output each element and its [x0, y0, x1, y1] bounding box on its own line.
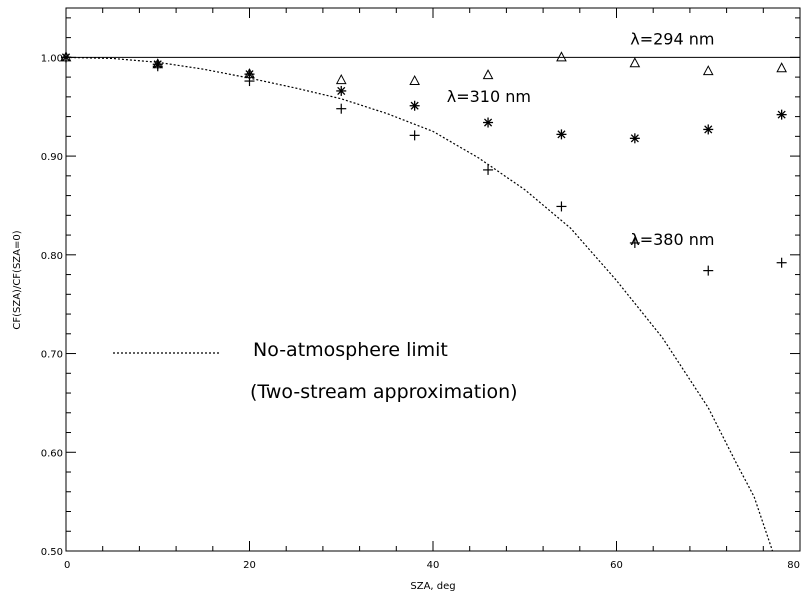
data-point-380 — [152, 61, 163, 72]
annotations: λ=294 nm λ=310 nm λ=380 nm — [447, 30, 715, 249]
legend-label: No-atmosphere limit — [253, 339, 448, 361]
y-tick-label: 0.80 — [41, 251, 63, 262]
data-point-380 — [409, 130, 420, 141]
data-point-294 — [776, 62, 787, 73]
data-point-294 — [335, 74, 347, 85]
x-tick-label: 60 — [610, 560, 623, 571]
data-point-310 — [776, 109, 787, 120]
data-point-310 — [703, 124, 714, 135]
axis-ticks: 0 20 40 60 80 0.50 0.60 0.70 0.80 0.90 1.00 — [41, 8, 801, 571]
series-annotation: λ=294 nm — [630, 30, 714, 49]
y-tick-label: 0.90 — [41, 152, 63, 163]
data-point-380 — [336, 103, 347, 114]
x-tick-label: 0 — [64, 560, 70, 571]
x-tick-label: 40 — [427, 560, 440, 571]
y-axis-title: CF(SZA)/CF(SZA=0) — [12, 230, 23, 329]
data-point-380 — [776, 257, 787, 268]
series-annotation: λ=380 nm — [630, 230, 714, 249]
data-point-380 — [244, 76, 255, 87]
plot-frame — [65, 7, 801, 552]
data-point-380 — [556, 201, 567, 212]
data-markers — [60, 51, 787, 276]
data-point-380 — [629, 237, 640, 248]
y-tick-label: 0.70 — [41, 350, 63, 361]
data-point-310 — [409, 100, 420, 111]
data-point-310 — [629, 133, 640, 144]
no-atmosphere-curve — [65, 56, 774, 552]
data-point-294 — [629, 57, 641, 68]
y-tick-label: 0.50 — [41, 547, 63, 558]
data-point-380 — [703, 265, 714, 276]
x-axis-title: SZA, deg — [410, 581, 455, 592]
legend-sublabel: (Two-stream approximation) — [250, 381, 518, 403]
y-tick-label: 0.60 — [41, 448, 63, 459]
data-point-310 — [336, 85, 347, 96]
data-point-294 — [409, 74, 420, 86]
y-tick-label: 1.00 — [41, 53, 63, 64]
data-point-380 — [61, 52, 71, 63]
curves — [65, 56, 800, 552]
data-point-294 — [702, 65, 714, 76]
data-point-310 — [556, 129, 567, 140]
data-point-310 — [483, 117, 494, 128]
x-tick-label: 20 — [243, 560, 256, 571]
series-annotation: λ=310 nm — [447, 87, 531, 106]
data-point-294 — [556, 51, 567, 62]
x-tick-label: 80 — [787, 560, 800, 571]
data-point-380 — [483, 164, 494, 175]
data-point-294 — [482, 69, 494, 80]
